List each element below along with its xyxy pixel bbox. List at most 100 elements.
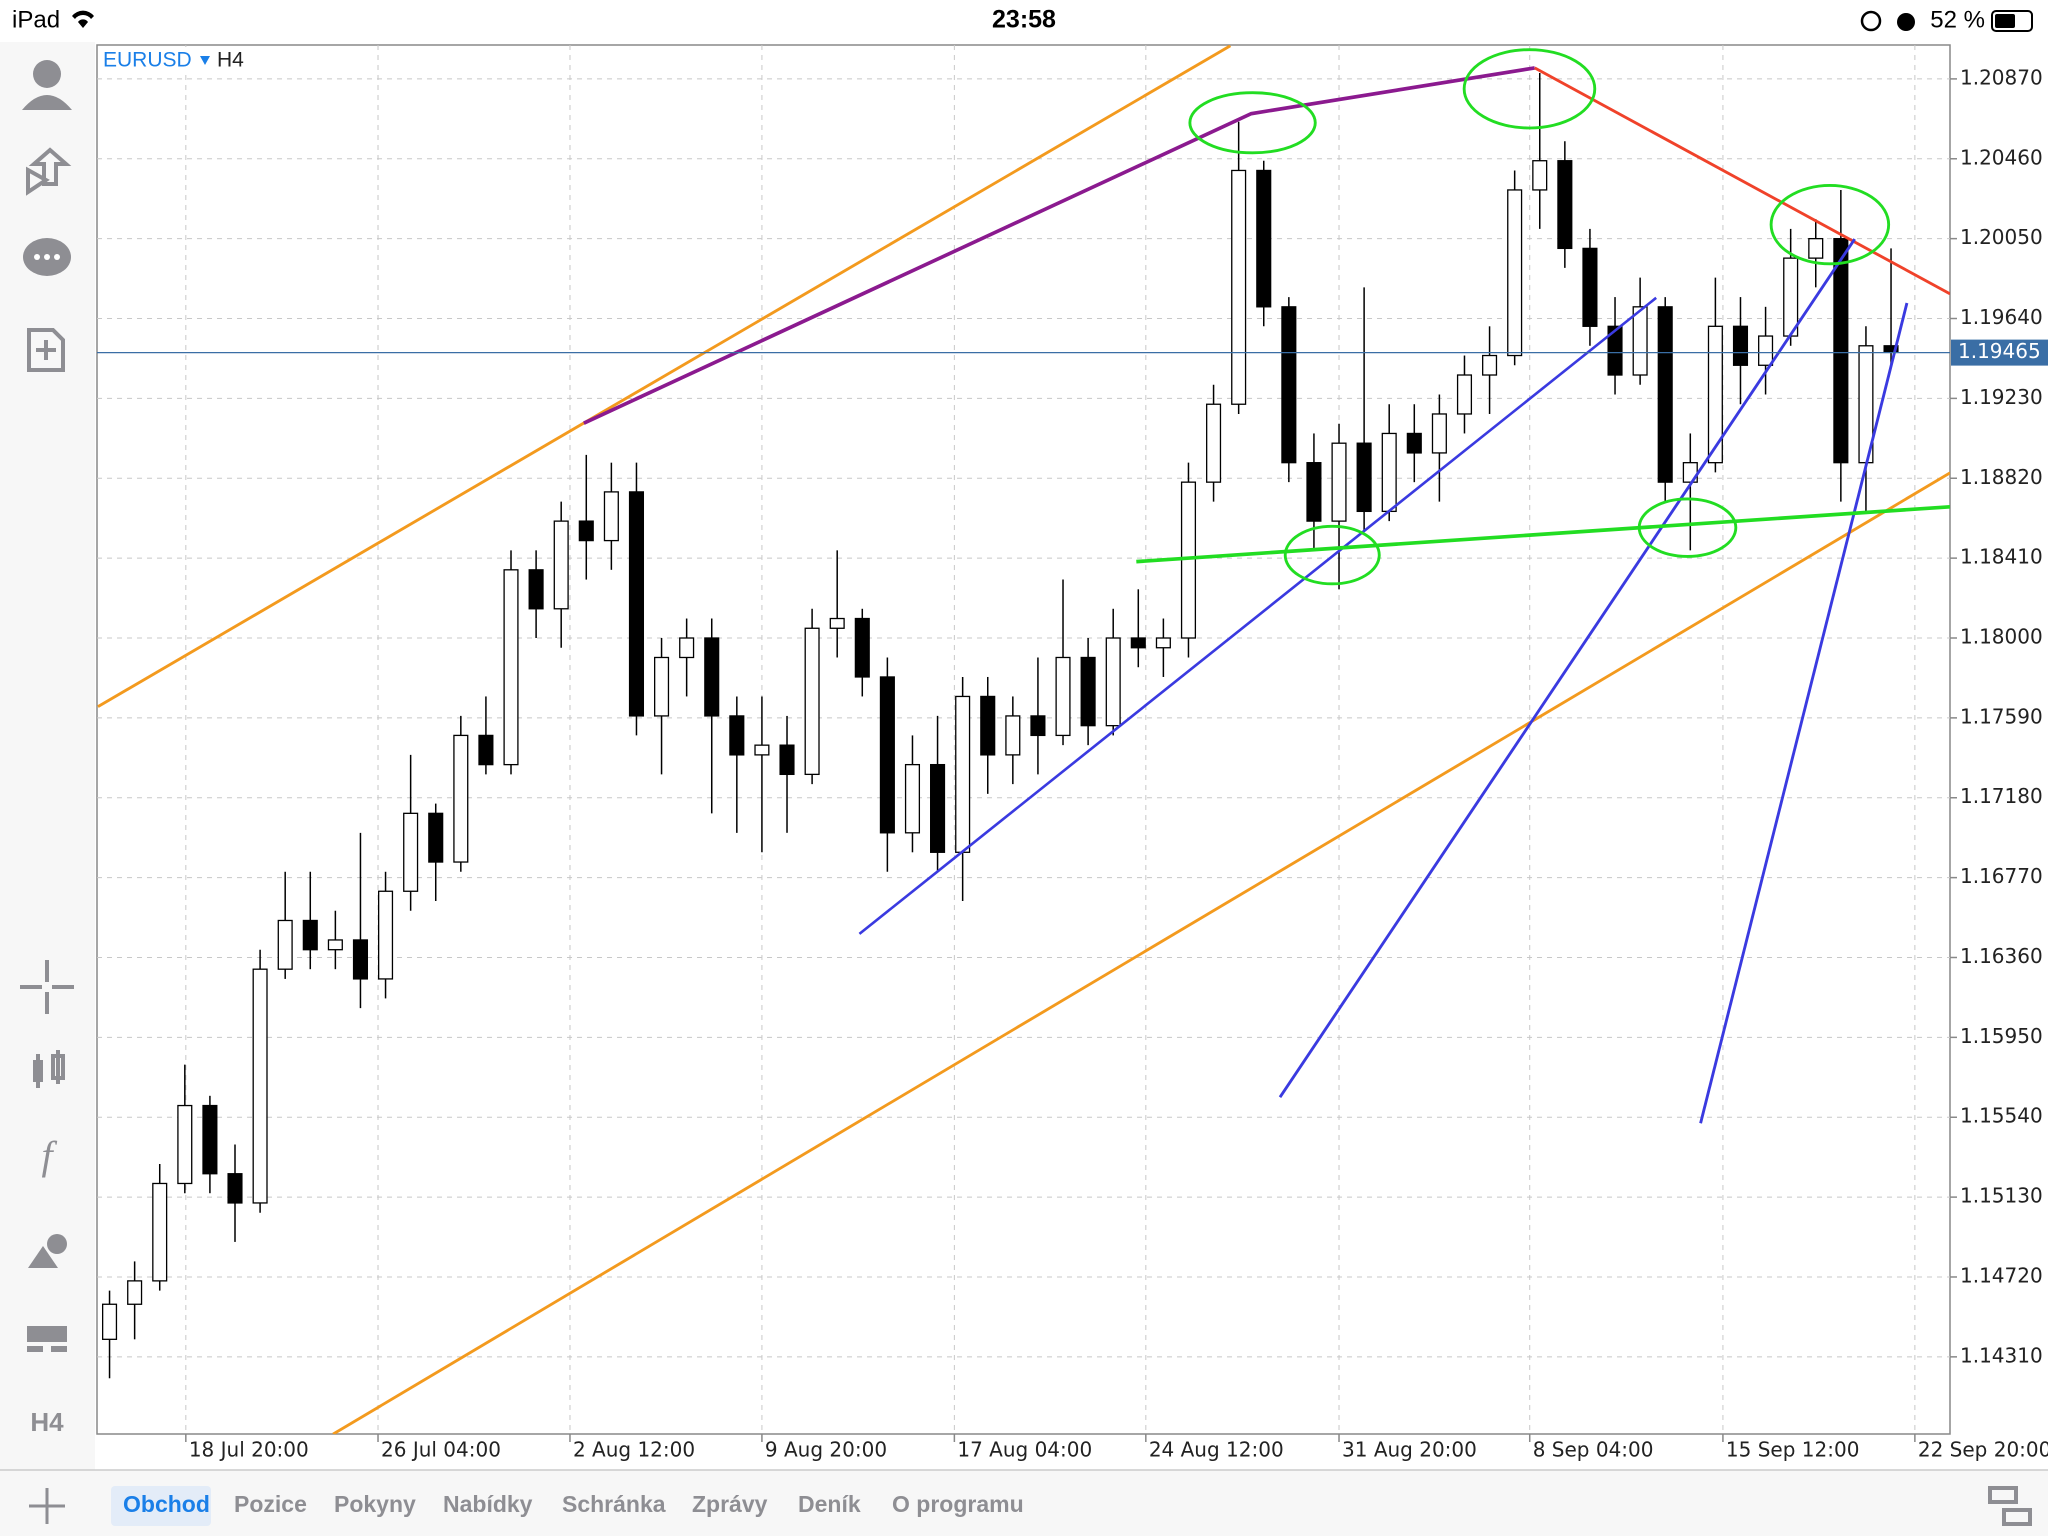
axes: 1.20870 1.20460 1.20050 1.19640 1.19230 1.188…	[97, 65, 2048, 1462]
tab[interactable]: Obchod	[123, 1491, 210, 1517]
x-tick-label: 22 Sep 20:00	[1918, 1438, 2048, 1462]
plot-frame	[96, 44, 1951, 1435]
candle-body	[327, 939, 343, 951]
price-label-bg	[1951, 339, 2048, 366]
grid	[97, 45, 1950, 1434]
candle-body	[1507, 189, 1523, 357]
candle-body	[1883, 345, 1899, 353]
tab[interactable]: Nabídky	[443, 1491, 533, 1517]
candle-body	[829, 617, 845, 629]
chart-timeframe: H4	[217, 49, 244, 72]
status-bar: iPad 23:58 52 %	[12, 6, 2033, 34]
symbol-dropdown[interactable]	[200, 56, 210, 65]
candle-body	[729, 715, 745, 756]
tab[interactable]: Deník	[798, 1491, 861, 1517]
chat-button[interactable]	[23, 238, 71, 276]
candle-body	[1456, 374, 1473, 415]
candle-body	[1005, 715, 1021, 756]
resistance-line	[1534, 66, 1951, 296]
trade-button[interactable]	[26, 147, 72, 196]
symbol-bg	[99, 47, 251, 75]
candle-body	[1406, 432, 1422, 454]
candle-body	[1582, 247, 1598, 327]
candle-body	[1557, 160, 1573, 250]
tab[interactable]: O programu	[892, 1491, 1024, 1517]
candle-body	[1707, 325, 1723, 464]
toolbar-bg	[0, 42, 95, 1470]
candle-body	[1130, 637, 1146, 649]
candle-body	[428, 812, 444, 863]
y-tick-label: 1.18410	[1960, 545, 2043, 569]
candle-body	[1808, 237, 1824, 259]
candle-body	[1356, 442, 1372, 513]
account-button[interactable]	[22, 60, 72, 110]
y-tick-label: 1.14720	[1960, 1263, 2043, 1287]
drawing-objects	[97, 45, 1951, 1435]
candle-body	[603, 491, 619, 542]
tab[interactable]: Schránka	[562, 1491, 666, 1517]
y-tick-label: 1.15540	[1960, 1104, 2043, 1128]
candle-body	[1783, 257, 1799, 337]
y-tick-label: 1.16770	[1960, 864, 2043, 888]
y-tick-label: 1.18000	[1960, 625, 2043, 649]
lock-icon	[1860, 10, 1882, 32]
candle-body	[553, 520, 569, 610]
y-tick-label: 1.20050	[1960, 225, 2043, 249]
candle-body	[1281, 306, 1297, 464]
candle-body	[152, 1182, 168, 1282]
new-order-button[interactable]	[27, 328, 65, 372]
x-tick-label: 9 Aug 20:00	[765, 1438, 887, 1462]
layout-button[interactable]	[27, 1326, 67, 1352]
price-label: 1.19465	[1958, 339, 2041, 363]
symbol[interactable]: EURUSD	[103, 49, 192, 72]
candles	[101, 73, 1899, 1379]
candle-body	[704, 637, 720, 717]
y-tick-label: 1.17590	[1960, 704, 2043, 728]
trend-line	[1278, 238, 1856, 1098]
objects-button[interactable]	[28, 1234, 67, 1268]
candle-body	[1657, 306, 1673, 483]
candle-body	[1306, 462, 1322, 522]
tab[interactable]: Pokyny	[334, 1491, 416, 1517]
candle-body	[1758, 335, 1774, 366]
candle-body	[854, 617, 870, 678]
y-tick-label: 1.17180	[1960, 784, 2043, 808]
candle-body	[352, 939, 369, 980]
candle-body	[1632, 306, 1648, 376]
tab-bar: Obchod Pozice Pokyny Nabídky Schránka Zprávy D…	[0, 1469, 2048, 1536]
candle-body	[503, 569, 519, 766]
candle-body	[1105, 637, 1121, 727]
candle-body	[478, 734, 494, 766]
candle-body	[980, 695, 996, 756]
y-tick-label: 1.16360	[1960, 944, 2043, 968]
chart-type-button[interactable]	[33, 1050, 65, 1088]
channel-line	[332, 471, 1951, 1435]
peak-line	[583, 66, 1535, 425]
trend-line	[1699, 302, 1909, 1124]
y-tick-label: 1.14310	[1960, 1343, 2043, 1367]
highlight-ellipse	[1637, 497, 1738, 558]
crosshair-button[interactable]	[20, 960, 74, 1014]
candle-body	[1256, 169, 1272, 308]
highlight-ellipse	[1188, 91, 1317, 155]
tab[interactable]: Pozice	[234, 1491, 307, 1517]
x-tick-label: 2 Aug 12:00	[573, 1438, 695, 1462]
candle-body	[1231, 169, 1247, 405]
candle-body	[654, 656, 670, 717]
candle-body	[1482, 354, 1498, 376]
layout-toggle[interactable]	[1988, 1486, 2032, 1526]
x-tick-label: 8 Sep 04:00	[1533, 1438, 1654, 1462]
candle-body	[177, 1104, 193, 1185]
battery-icon	[1991, 10, 2033, 32]
candle-body	[1381, 432, 1397, 513]
candle-body	[528, 569, 544, 610]
candle-body	[302, 919, 318, 951]
timeframe-button[interactable]: H4	[30, 1407, 64, 1437]
tab[interactable]: Zprávy	[692, 1491, 768, 1517]
candle-body	[453, 734, 469, 863]
add-button[interactable]	[29, 1488, 65, 1524]
channel-line	[97, 45, 1232, 708]
left-toolbar: f H4	[0, 42, 95, 1470]
candle-body	[1833, 237, 1849, 464]
